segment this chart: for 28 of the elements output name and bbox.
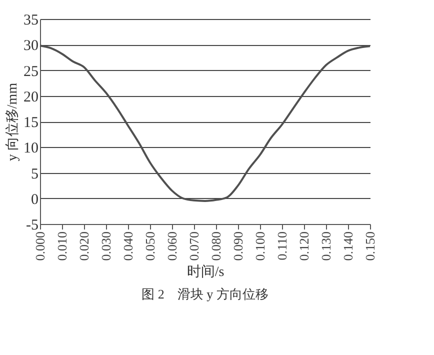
x-tick-label: 0.000 (32, 232, 48, 261)
y-axis-title: y 向位移/mm (4, 82, 20, 162)
x-tick-label: 0.040 (120, 232, 136, 261)
x-tick-label: 0.010 (54, 232, 70, 261)
x-tick-label: 0.150 (362, 232, 378, 261)
y-tick-label: 20 (24, 89, 38, 106)
y-tick-label: 15 (24, 115, 38, 131)
y-tick-label: 5 (31, 166, 38, 182)
x-tick-label: 0.140 (340, 232, 356, 261)
x-axis-title: 时间/s (186, 264, 224, 280)
y-tick-label: 25 (24, 64, 38, 80)
y-tick-label: 10 (24, 140, 38, 157)
y-tick-label: -5 (26, 218, 38, 234)
x-tick-label: 0.100 (252, 232, 268, 261)
x-tick-label: 0.020 (76, 232, 92, 261)
x-tick-label: 0.050 (142, 232, 158, 261)
y-tick-label: 30 (24, 38, 38, 54)
x-tick-label: 0.130 (318, 232, 334, 261)
y-tick-label: 0 (31, 192, 38, 208)
x-tick-label: 0.070 (186, 232, 202, 261)
x-tick-label: 0.090 (230, 232, 246, 261)
x-tick-label: 0.060 (164, 232, 180, 261)
x-tick-label: 0.110 (274, 232, 290, 260)
x-tick-label: 0.030 (98, 232, 114, 261)
text: 图 2 滑块 y 方向位移 (142, 286, 268, 302)
x-tick-label: 0.120 (296, 232, 312, 261)
y-tick-label: 35 (24, 12, 38, 28)
x-tick-label: 0.080 (208, 232, 224, 261)
